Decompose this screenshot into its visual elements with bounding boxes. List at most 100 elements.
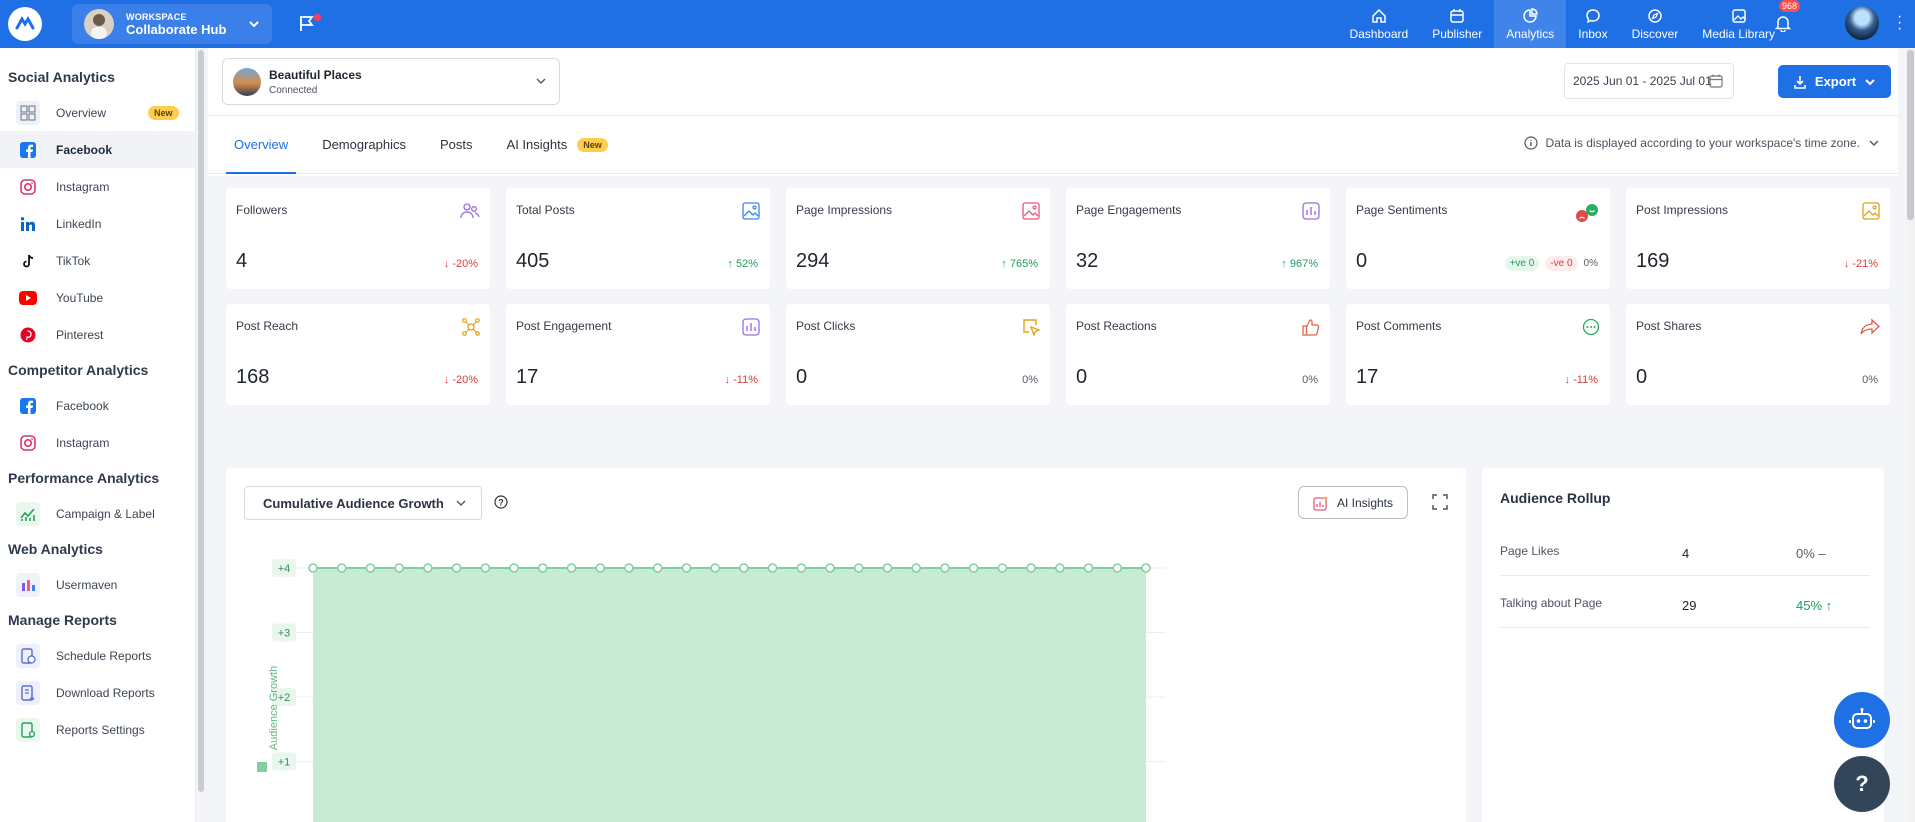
thumbs-up-icon <box>1302 318 1320 341</box>
trend-icon <box>16 501 40 526</box>
export-button[interactable]: Export <box>1778 65 1891 98</box>
sidebar-item-campaign-label[interactable]: Campaign & Label <box>0 495 195 532</box>
facebook-icon <box>16 138 40 162</box>
page-scrollbar-thumb[interactable] <box>1907 50 1914 220</box>
help-button[interactable]: ? <box>1834 756 1890 812</box>
flag-icon[interactable] <box>298 14 321 34</box>
nav-analytics[interactable]: Analytics <box>1494 0 1567 48</box>
metric-value: 0 <box>1636 366 1648 388</box>
workspace-label: WORKSPACE <box>126 11 187 22</box>
data-point <box>538 563 548 573</box>
sidebar-item-instagram[interactable]: Instagram <box>0 168 195 205</box>
account-selector[interactable]: Beautiful Places Connected <box>222 58 560 105</box>
metric-card-post-comments[interactable]: Post Comments 17 ↓ -11% <box>1346 304 1610 405</box>
user-avatar[interactable] <box>1845 6 1879 40</box>
metric-card-page-sentiments[interactable]: Page Sentiments 0 +ve 0 -ve 0 0% <box>1346 188 1610 289</box>
sidebar-item-tiktok[interactable]: TikTok <box>0 242 195 279</box>
sidebar-item-schedule-reports[interactable]: Schedule Reports <box>0 637 195 674</box>
y-tick-bg <box>272 623 296 642</box>
images-icon <box>1731 8 1746 23</box>
chatbot-button[interactable] <box>1834 692 1890 748</box>
metric-change: 0% <box>1302 374 1318 386</box>
image-icon <box>1862 202 1880 225</box>
sidebar-item-usermaven[interactable]: Usermaven <box>0 566 195 603</box>
data-point <box>1026 563 1036 573</box>
workspace-name: Collaborate Hub <box>126 21 227 37</box>
sidebar-item-overview[interactable]: Overview New <box>0 94 195 131</box>
chat-icon <box>1586 8 1600 23</box>
metric-value: 0 <box>796 366 808 388</box>
metric-label: Post Comments <box>1356 319 1442 333</box>
nav-dashboard[interactable]: Dashboard <box>1337 0 1420 48</box>
metric-label: Post Shares <box>1636 319 1702 333</box>
account-name: Beautiful Places <box>269 67 362 82</box>
data-point <box>767 563 778 573</box>
metric-change: ↓ -21% <box>1843 258 1878 270</box>
metric-card-post-shares[interactable]: Post Shares 0 0% <box>1626 304 1890 405</box>
sidebar-item-competitor-instagram[interactable]: Instagram <box>0 424 195 461</box>
ai-insights-button[interactable]: AI Insights <box>1298 486 1408 519</box>
data-point <box>882 563 893 573</box>
fullscreen-icon[interactable] <box>1432 494 1448 510</box>
metric-card-post-reach[interactable]: Post Reach 168 ↓ -20% <box>226 304 490 405</box>
nav-inbox[interactable]: Inbox <box>1566 0 1619 48</box>
date-range-picker[interactable]: 2025 Jun 01 - 2025 Jul 01 <box>1564 63 1734 99</box>
metric-card-post-impressions[interactable]: Post Impressions 169 ↓ -21% <box>1626 188 1890 289</box>
tab-overview[interactable]: Overview <box>226 116 297 174</box>
page-scrollbar[interactable] <box>1906 48 1915 822</box>
info-icon <box>1523 136 1538 150</box>
chart-type-selector[interactable]: Cumulative Audience Growth <box>244 486 482 520</box>
metric-card-post-clicks[interactable]: Post Clicks 0 0% <box>786 304 1050 405</box>
metric-label: Page Impressions <box>796 203 893 217</box>
sidebar-item-facebook[interactable]: Facebook <box>0 131 195 168</box>
sidebar-item-youtube[interactable]: YouTube <box>0 279 195 316</box>
sidebar-item-download-reports[interactable]: Download Reports <box>0 674 195 711</box>
rollup-row-value: 29 <box>1682 598 1697 613</box>
notifications-button[interactable]: 968 <box>1768 0 1800 42</box>
tab-posts[interactable]: Posts <box>440 137 473 152</box>
main-nav: Dashboard Publisher Analytics Inbox Disc… <box>1337 0 1787 48</box>
top-bar: WORKSPACE Collaborate Hub Dashboard Publ… <box>0 0 1915 48</box>
chevron-down-icon <box>456 500 466 506</box>
metric-card-followers[interactable]: Followers 4 ↓ -20% <box>226 188 490 289</box>
app-logo[interactable] <box>8 7 42 41</box>
tab-ai-insights[interactable]: AI Insights New <box>499 116 616 174</box>
metric-label: Post Reach <box>236 319 299 333</box>
metric-card-page-impressions[interactable]: Page Impressions 294 ↑ 765% <box>786 188 1050 289</box>
y-tick-bg <box>272 688 296 706</box>
timezone-note[interactable]: Data is displayed according to your work… <box>1523 136 1880 150</box>
data-point <box>394 563 404 573</box>
notification-count: 968 <box>1778 0 1800 12</box>
sidebar-item-competitor-facebook[interactable]: Facebook <box>0 387 195 424</box>
y-tick-label: +3 <box>278 628 291 640</box>
nav-discover[interactable]: Discover <box>1620 0 1691 48</box>
audience-rollup-card: Audience Rollup Page Likes 4 0% – Talkin… <box>1482 468 1884 822</box>
metric-card-post-engagement[interactable]: Post Engagement 17 ↓ -11% <box>506 304 770 405</box>
more-icon[interactable]: · · · <box>1897 8 1903 37</box>
help-icon[interactable]: ? <box>494 495 508 509</box>
download-report-icon <box>16 680 40 705</box>
sidebar-item-linkedin[interactable]: LinkedIn <box>0 205 195 242</box>
new-badge: New <box>577 137 608 152</box>
new-badge: New <box>148 105 179 120</box>
usermaven-icon <box>16 572 40 597</box>
metric-card-page-engagements[interactable]: Page Engagements 32 ↑ 967% <box>1066 188 1330 289</box>
main-content: Beautiful Places Connected 2025 Jun 01 -… <box>208 48 1898 822</box>
sidebar-item-pinterest[interactable]: Pinterest <box>0 316 195 353</box>
data-point <box>336 563 347 573</box>
metric-change: ↓ -20% <box>443 258 478 270</box>
data-point <box>681 563 692 573</box>
nav-publisher[interactable]: Publisher <box>1420 0 1494 48</box>
rollup-row-value: 4 <box>1682 546 1690 561</box>
nav-media-library[interactable]: Media Library <box>1690 0 1787 48</box>
metric-card-total-posts[interactable]: Total Posts 405 ↑ 52% <box>506 188 770 289</box>
metric-value: 405 <box>516 250 550 272</box>
chevron-down-icon <box>536 78 546 84</box>
tab-demographics[interactable]: Demographics <box>322 137 407 152</box>
followers-icon <box>460 202 480 225</box>
sidebar-item-reports-settings[interactable]: Reports Settings <box>0 711 195 748</box>
metric-card-post-reactions[interactable]: Post Reactions 0 0% <box>1066 304 1330 405</box>
data-point <box>997 563 1008 573</box>
workspace-switcher[interactable]: WORKSPACE Collaborate Hub <box>72 4 272 44</box>
sidebar-scrollbar[interactable] <box>198 50 204 792</box>
